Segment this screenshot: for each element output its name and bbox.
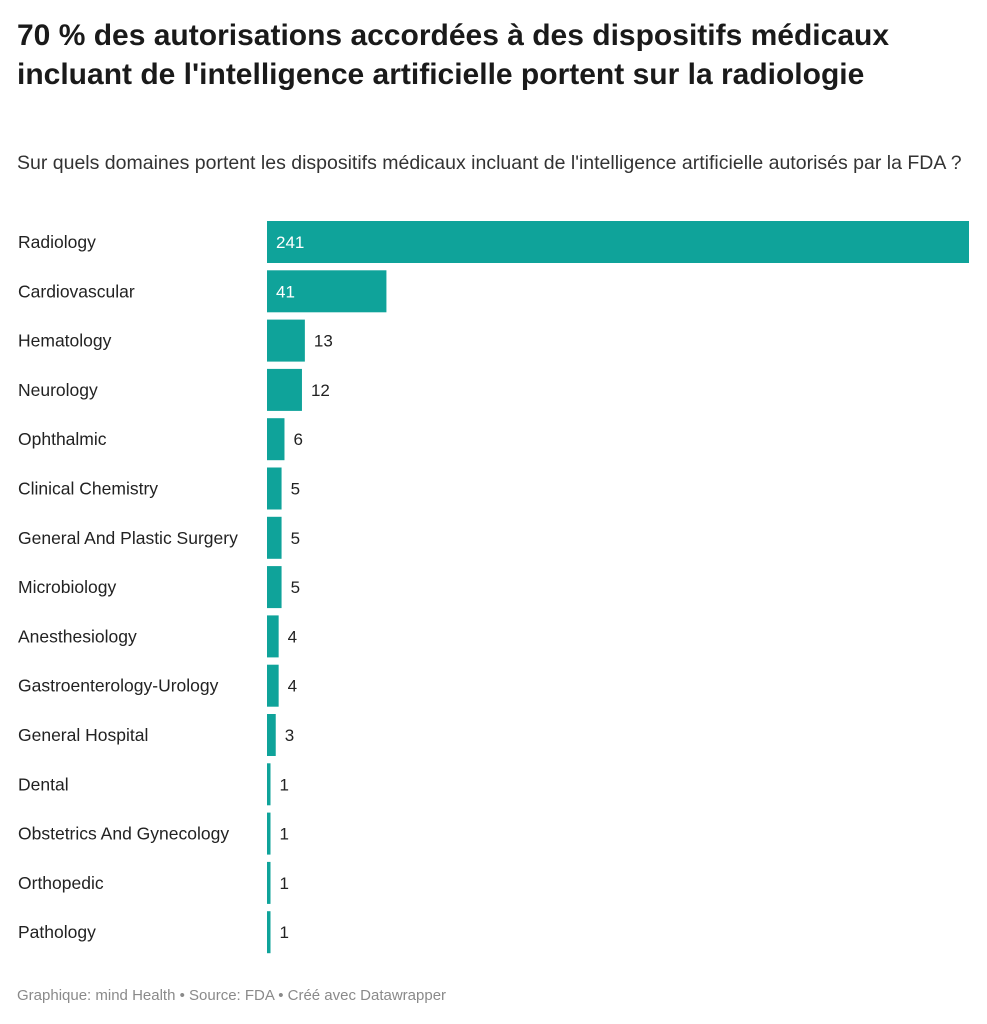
value-label-ophthalmic: 6 [293,430,302,449]
value-label-hematology: 13 [314,332,333,351]
value-label-general-and-plastic-surgery: 5 [291,529,300,548]
value-label-clinical-chemistry: 5 [291,480,300,499]
bar-cardiovascular [267,270,387,313]
value-label-anesthesiology: 4 [288,627,297,646]
value-label-pathology: 1 [280,923,289,942]
value-label-general-hospital: 3 [285,726,294,745]
category-label-cardiovascular: Cardiovascular [18,281,135,301]
category-label-orthopedic: Orthopedic [18,873,104,893]
category-label-gastroenterology-urology: Gastroenterology-Urology [18,676,219,696]
category-label-general-and-plastic-surgery: General And Plastic Surgery [18,528,238,548]
category-label-general-hospital: General Hospital [18,725,148,745]
value-label-gastroenterology-urology: 4 [288,677,297,696]
category-label-ophthalmic: Ophthalmic [18,429,107,449]
value-label-cardiovascular: 41 [276,282,295,301]
value-label-orthopedic: 1 [280,874,289,893]
value-label-dental: 1 [280,775,289,794]
value-label-radiology: 241 [276,233,304,252]
category-label-radiology: Radiology [18,232,96,252]
category-label-anesthesiology: Anesthesiology [18,626,137,646]
bar-radiology [267,221,969,263]
value-label-neurology: 12 [311,381,330,400]
category-label-clinical-chemistry: Clinical Chemistry [18,479,158,499]
bar-anesthesiology [267,615,279,658]
category-label-neurology: Neurology [18,380,98,400]
chart-footer: Graphique: mind Health • Source: FDA • C… [17,987,447,1004]
category-label-hematology: Hematology [18,331,112,351]
category-label-microbiology: Microbiology [18,577,116,597]
bar-ophthalmic [267,418,285,461]
bar-hematology [267,319,305,362]
bar-obstetrics-and-gynecology [267,812,271,855]
bar-general-hospital [267,714,276,756]
category-label-obstetrics-and-gynecology: Obstetrics And Gynecology [18,824,229,844]
category-label-pathology: Pathology [18,922,96,942]
bar-clinical-chemistry [267,467,282,510]
value-label-obstetrics-and-gynecology: 1 [280,825,289,844]
chart-title: 70 % des autorisations accordées à des d… [17,19,890,91]
bar-neurology [267,368,302,411]
chart-subtitle: Sur quels domaines portent les dispositi… [17,152,962,174]
value-label-microbiology: 5 [291,578,300,597]
bar-pathology [267,911,271,954]
bar-general-and-plastic-surgery [267,516,282,559]
bar-gastroenterology-urology [267,664,279,707]
bar-orthopedic [267,861,271,904]
bar-microbiology [267,566,282,609]
bar-dental [267,763,271,806]
category-label-dental: Dental [18,774,69,794]
